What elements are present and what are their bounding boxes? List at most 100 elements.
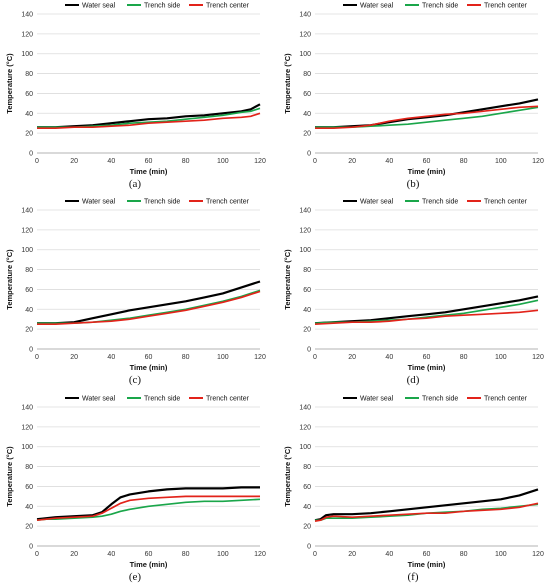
y-tick-label: 140 [299, 405, 311, 412]
y-tick-label: 60 [25, 287, 33, 294]
x-tick-label: 80 [182, 158, 190, 165]
series-line [314, 309, 539, 326]
x-tick-label: 60 [423, 354, 431, 361]
line-chart: 0 20 40 60 80 100 120 140 0 20 40 60 80 100 120 Time (m… [283, 396, 544, 570]
x-tick-label: 100 [495, 551, 507, 558]
legend-label: Water seal [360, 199, 394, 206]
y-tick-label: 0 [29, 347, 33, 354]
chart-panel: 0 20 40 60 80 100 120 140 0 20 40 60 80 100 120 Time (m… [278, 0, 548, 192]
y-tick-label: 80 [303, 71, 311, 78]
x-tick-label: 120 [532, 158, 544, 165]
legend-label: Trench center [484, 199, 528, 206]
x-tick-label: 80 [460, 551, 468, 558]
x-tick-label: 0 [35, 354, 39, 361]
x-tick-label: 100 [217, 354, 229, 361]
series-line [315, 503, 539, 522]
y-tick-label: 100 [21, 247, 33, 254]
x-tick-label: 20 [70, 551, 78, 558]
x-tick-label: 0 [35, 158, 39, 165]
y-tick-label: 40 [303, 504, 311, 511]
y-tick-label: 120 [299, 31, 311, 38]
panel-label: (e) [128, 571, 142, 583]
series-line [37, 280, 261, 325]
legend-label: Trench center [206, 3, 250, 10]
y-tick-label: 0 [307, 347, 311, 354]
y-tick-label: 100 [21, 444, 33, 451]
y-tick-label: 100 [299, 444, 311, 451]
y-tick-label: 0 [307, 151, 311, 158]
y-tick-label: 80 [303, 464, 311, 471]
x-tick-label: 100 [495, 354, 507, 361]
x-tick-label: 80 [460, 354, 468, 361]
chart-panel: 0 20 40 60 80 100 120 140 0 20 40 60 80 100 120 Time (m… [0, 196, 270, 388]
legend-label: Water seal [360, 3, 394, 10]
y-tick-label: 0 [29, 544, 33, 551]
legend-label: Trench side [422, 199, 458, 206]
series-line [314, 488, 539, 522]
y-tick-label: 120 [21, 31, 33, 38]
x-tick-label: 60 [145, 354, 153, 361]
y-tick-label: 120 [21, 424, 33, 431]
legend-label: Trench center [484, 396, 528, 403]
y-tick-label: 120 [299, 424, 311, 431]
y-axis-label: Temperature (°C) [5, 446, 14, 507]
y-tick-label: 140 [299, 12, 311, 19]
line-chart: 0 20 40 60 80 100 120 140 0 20 40 60 80 100 120 Time (m… [283, 199, 544, 373]
y-tick-label: 40 [303, 307, 311, 314]
x-axis-label: Time (min) [408, 363, 446, 372]
x-tick-label: 20 [70, 158, 78, 165]
legend-label: Water seal [82, 199, 116, 206]
y-tick-label: 60 [303, 91, 311, 98]
y-tick-label: 80 [25, 464, 33, 471]
legend-label: Trench center [206, 396, 250, 403]
legend-label: Water seal [82, 396, 116, 403]
x-tick-label: 120 [254, 551, 266, 558]
y-tick-label: 60 [303, 287, 311, 294]
x-tick-label: 0 [35, 551, 39, 558]
x-axis-label: Time (min) [130, 167, 168, 176]
x-tick-label: 100 [217, 158, 229, 165]
series-line [36, 486, 260, 521]
y-tick-label: 20 [25, 524, 33, 531]
y-tick-label: 80 [25, 71, 33, 78]
y-axis-label: Temperature (°C) [5, 249, 14, 310]
chart-panel: 0 20 40 60 80 100 120 140 0 20 40 60 80 100 120 Time (m… [278, 196, 548, 388]
x-tick-label: 20 [70, 354, 78, 361]
x-tick-label: 80 [182, 354, 190, 361]
x-axis-label: Time (min) [130, 363, 168, 372]
series-line [37, 112, 261, 130]
chart-panel: 0 20 40 60 80 100 120 140 0 20 40 60 80 100 120 Time (m… [0, 0, 270, 192]
y-tick-label: 40 [25, 111, 33, 118]
legend-label: Trench side [144, 199, 180, 206]
series-line [315, 105, 539, 130]
x-tick-label: 40 [385, 551, 393, 558]
x-tick-label: 0 [313, 354, 317, 361]
y-axis-label: Temperature (°C) [283, 53, 292, 114]
series-line [37, 103, 261, 129]
legend-label: Trench side [144, 3, 180, 10]
x-tick-label: 60 [423, 158, 431, 165]
legend-label: Trench side [422, 396, 458, 403]
x-tick-label: 100 [217, 551, 229, 558]
x-tick-label: 120 [532, 551, 544, 558]
y-axis-label: Temperature (°C) [283, 249, 292, 310]
x-tick-label: 60 [145, 158, 153, 165]
x-tick-label: 120 [254, 354, 266, 361]
line-chart: 0 20 40 60 80 100 120 140 0 20 40 60 80 100 120 Time (m… [5, 396, 266, 570]
y-tick-label: 60 [303, 484, 311, 491]
x-axis-label: Time (min) [130, 560, 168, 569]
y-tick-label: 100 [299, 247, 311, 254]
y-tick-label: 60 [25, 484, 33, 491]
y-tick-label: 140 [21, 12, 33, 19]
legend-label: Trench side [422, 3, 458, 10]
x-tick-label: 40 [107, 158, 115, 165]
x-tick-label: 60 [423, 551, 431, 558]
x-tick-label: 20 [348, 354, 356, 361]
y-tick-label: 60 [25, 91, 33, 98]
x-tick-label: 40 [385, 158, 393, 165]
series-line [315, 98, 539, 129]
x-tick-label: 20 [348, 158, 356, 165]
y-tick-label: 140 [299, 208, 311, 215]
legend-label: Trench center [206, 199, 250, 206]
